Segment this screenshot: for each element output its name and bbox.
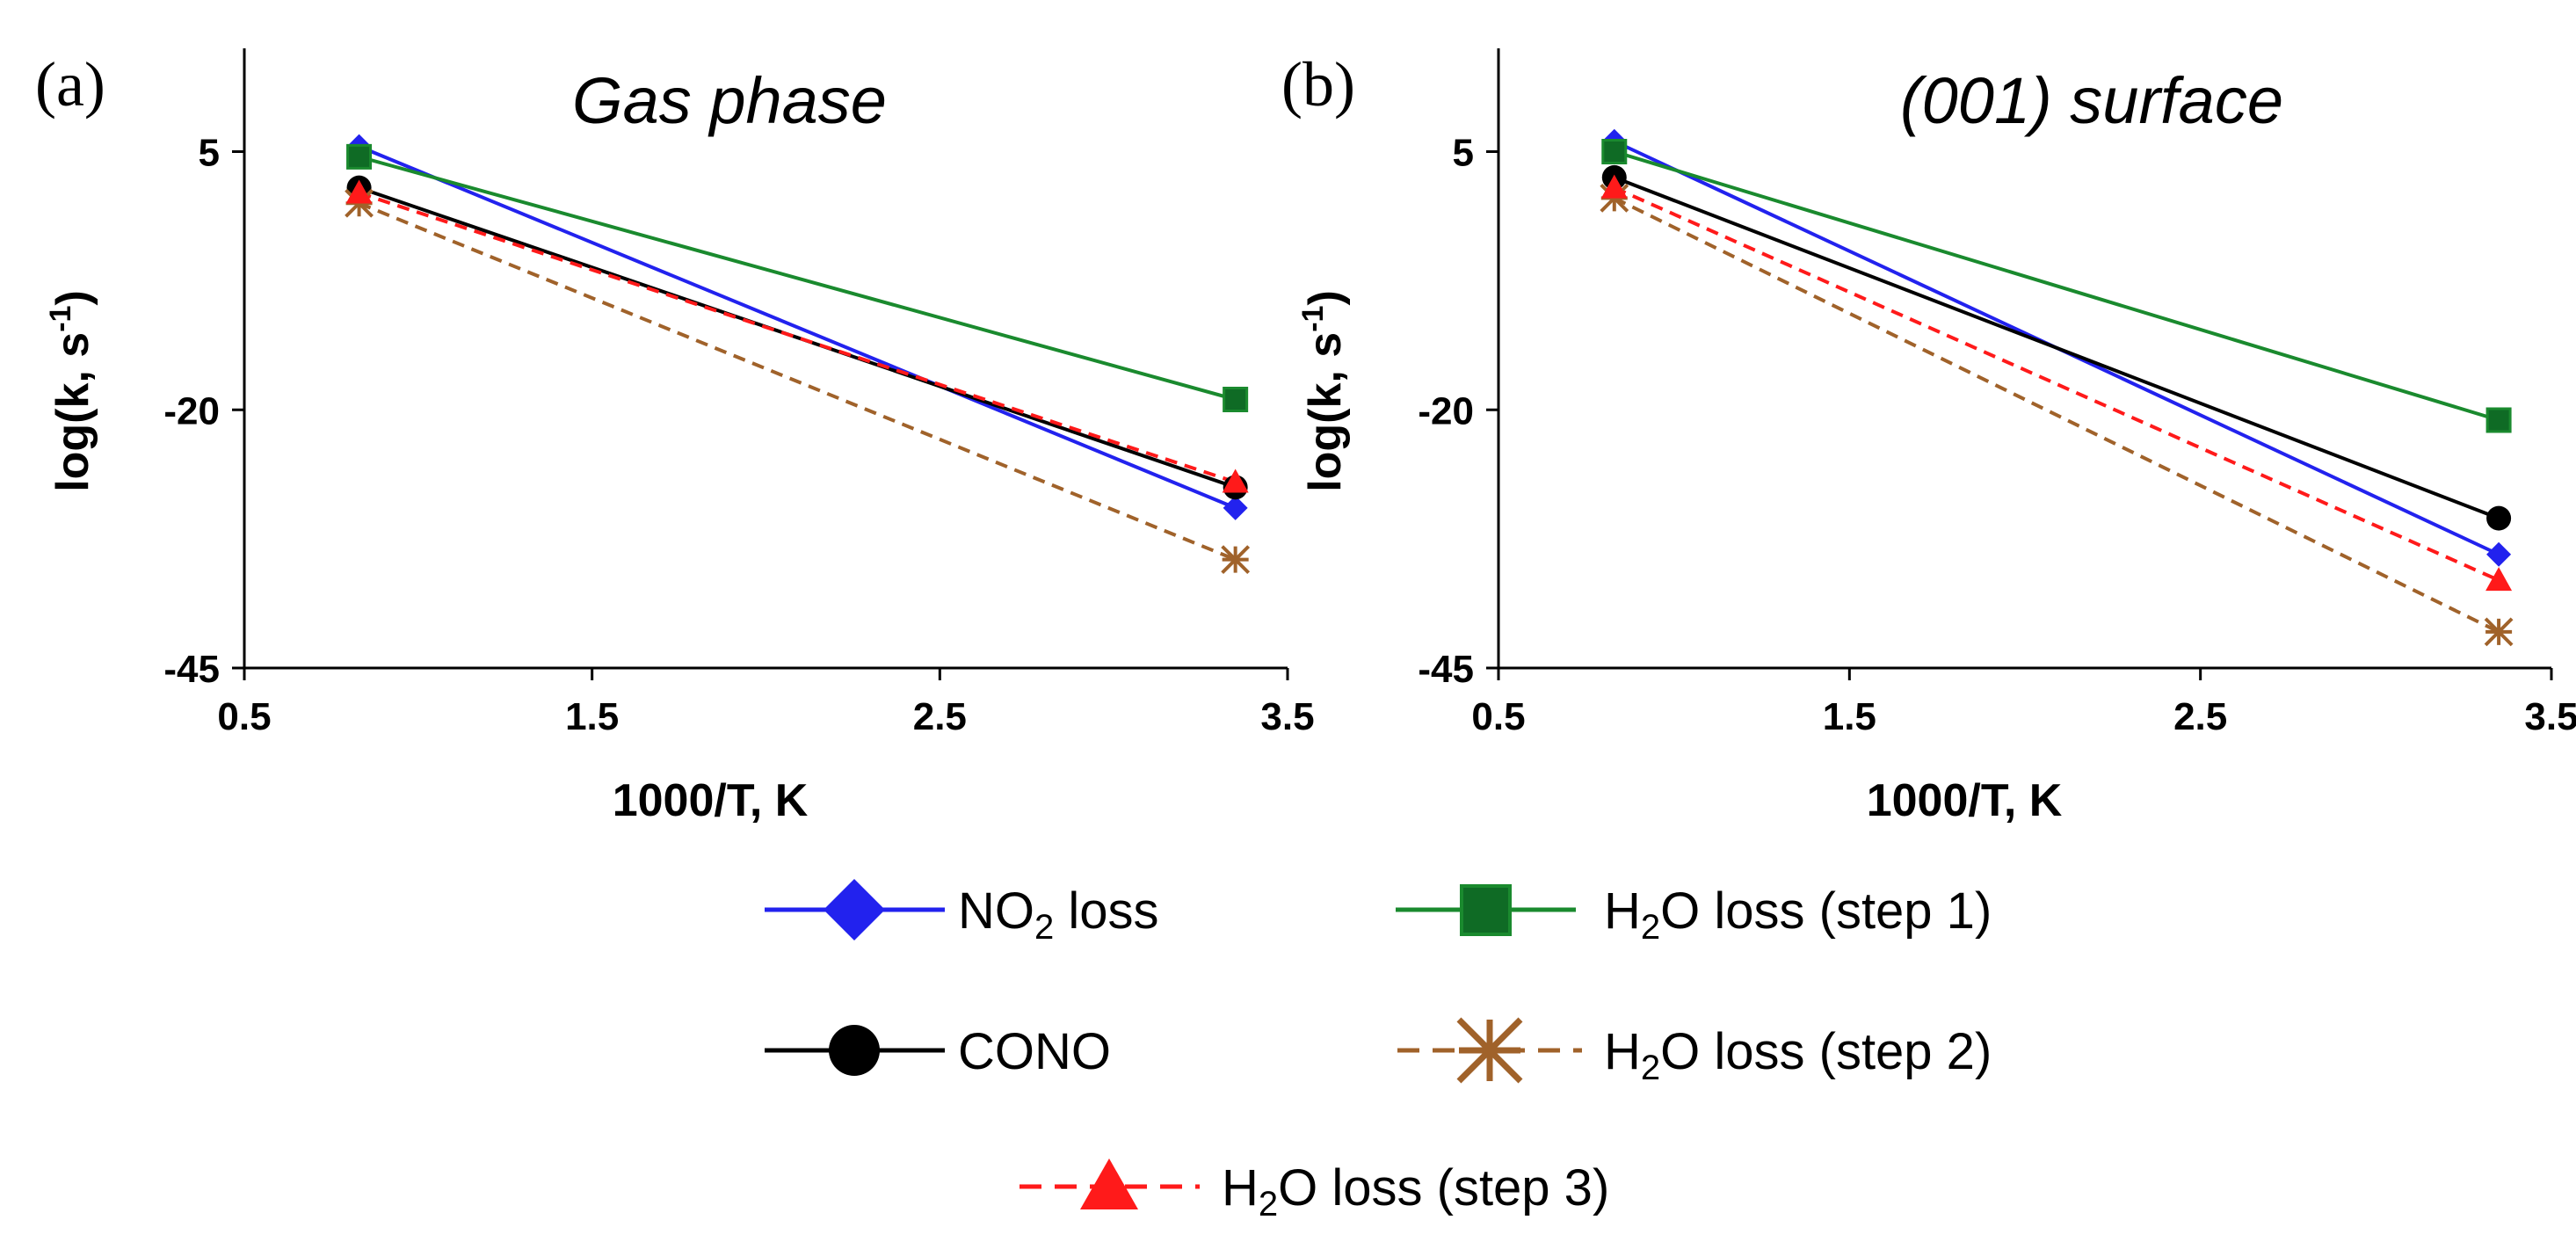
data-point-h2o-loss-step-3 (1600, 174, 1628, 199)
data-point-h2o-loss-step-1 (2485, 407, 2512, 433)
legend-marker-no2-diamond (824, 879, 885, 940)
x-tick-label: 0.5 (217, 695, 271, 738)
series-line-h2o-loss-step-3 (358, 191, 1237, 484)
y-tick-label: -20 (1418, 389, 1474, 432)
legend-marker-cono-circle (829, 1025, 880, 1076)
x-tick-label: 2.5 (2173, 695, 2227, 738)
legend-marker-h2o-step2-asterisk (1456, 1017, 1523, 1084)
legend-marker-h2o-step3-triangle (1080, 1158, 1138, 1209)
x-axis-label-b: 1000/T, K (1867, 775, 2063, 826)
x-tick-label: 1.5 (565, 695, 619, 738)
panel-label-b: (b) (1281, 49, 1355, 120)
y-tick-label: -45 (163, 648, 220, 691)
legend-label-no2: NO2 loss (958, 882, 1159, 947)
legend: NO2 loss H2O loss (step 1) CONO H2O loss… (765, 879, 1992, 1224)
series-line-cono (358, 185, 1237, 490)
data-point-h2o-loss-step-1 (1223, 387, 1249, 412)
y-axis-label-b: log(k, s-1) (1296, 290, 1351, 492)
data-point-no2-loss (2486, 541, 2512, 567)
x-tick-label: 2.5 (913, 695, 967, 738)
panel-label-a: (a) (35, 49, 105, 120)
series-line-h2o-loss-step-2 (358, 201, 1237, 562)
legend-label-h2o-step1: H2O loss (step 1) (1604, 882, 1992, 947)
series-line-h2o-loss-step-2 (1613, 196, 2500, 634)
panel-title-b: (001) surface (1900, 64, 2283, 137)
data-point-cono (2486, 505, 2512, 531)
series-line-h2o-loss-step-1 (1614, 149, 2500, 422)
panel-a: (a) Gas phase log(k, s-1) 1000/T, K 5 -20… (35, 48, 1315, 826)
x-tick-label: 3.5 (2524, 695, 2576, 738)
x-tick-label: 3.5 (1260, 695, 1314, 738)
series-line-cono (1614, 176, 2500, 520)
data-point-h2o-loss-step-3 (1222, 468, 1249, 493)
legend-label-cono: CONO (958, 1023, 1111, 1080)
legend-item-no2-loss: NO2 loss (765, 879, 1159, 947)
data-point-h2o-loss-step-1 (1601, 139, 1628, 164)
series-line-no2-loss (358, 144, 1237, 510)
series-line-h2o-loss-step-1 (359, 155, 1237, 402)
y-axis-label-a: log(k, s-1) (44, 290, 98, 492)
x-axis-label-a: 1000/T, K (613, 775, 809, 826)
data-point-no2-loss (1223, 495, 1248, 520)
legend-label-h2o-step2: H2O loss (step 2) (1604, 1023, 1992, 1087)
x-tick-label: 0.5 (1471, 695, 1525, 738)
data-point-h2o-loss-step-1 (346, 143, 373, 170)
panel-title-a: Gas phase (572, 64, 887, 137)
legend-marker-h2o-step1-square (1460, 884, 1512, 936)
series-line-h2o-loss-step-3 (1613, 185, 2500, 582)
legend-item-h2o-step2: H2O loss (step 2) (1397, 1017, 1992, 1087)
data-point-h2o-loss-step-3 (345, 179, 373, 204)
y-tick-label: 5 (1453, 132, 1474, 175)
y-tick-label: -45 (1418, 648, 1474, 691)
y-tick-label: 5 (199, 132, 220, 175)
legend-item-cono: CONO (765, 1023, 1111, 1080)
data-point-h2o-loss-step-2 (2484, 617, 2514, 647)
x-tick-label: 1.5 (1823, 695, 1876, 738)
panel-b: (b) (001) surface log(k, s-1) 1000/T, K … (1281, 48, 2576, 826)
legend-item-h2o-step3: H2O loss (step 3) (1020, 1158, 1609, 1224)
data-point-h2o-loss-step-3 (2485, 567, 2513, 592)
legend-label-h2o-step3: H2O loss (step 3) (1222, 1159, 1609, 1224)
legend-item-h2o-step1: H2O loss (step 1) (1396, 882, 1992, 947)
y-tick-label: -20 (163, 389, 220, 432)
data-point-h2o-loss-step-2 (1221, 545, 1251, 575)
